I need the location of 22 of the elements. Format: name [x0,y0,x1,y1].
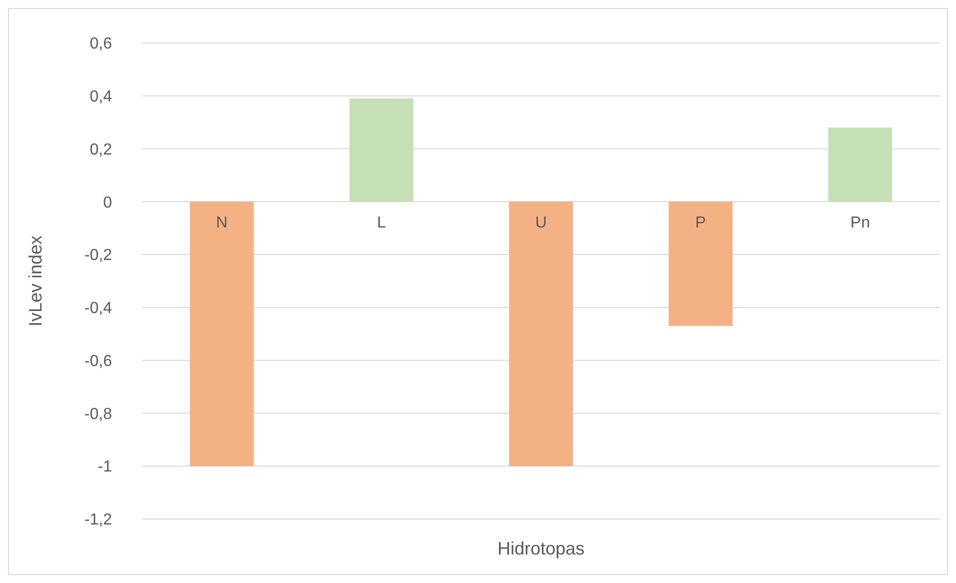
x-axis-title: Hidrotopas [497,538,585,558]
y-tick-label: 0,6 [90,36,112,53]
x-tick-label: L [376,214,386,232]
y-axis-title: IvLev index [25,235,46,327]
bar [828,128,892,202]
y-tick-label: -1 [98,458,112,476]
x-tick-label: N [216,214,228,232]
y-tick-label: 0 [103,194,112,212]
x-tick-label: Pn [850,214,870,232]
bar [349,98,414,202]
y-tick-label: -0,8 [84,406,112,423]
y-tick-label: -0,6 [84,352,112,370]
y-tick-label: -1,2 [84,512,112,529]
bar [668,202,733,326]
x-tick-label: U [535,214,547,232]
y-tick-label: -0,4 [84,300,112,318]
bar [509,202,573,466]
x-tick-label: P [695,214,706,232]
y-tick-label: 0,4 [90,88,112,106]
y-tick-label: 0,2 [90,141,112,158]
bar [190,202,254,466]
y-tick-label: -0,2 [84,247,112,264]
